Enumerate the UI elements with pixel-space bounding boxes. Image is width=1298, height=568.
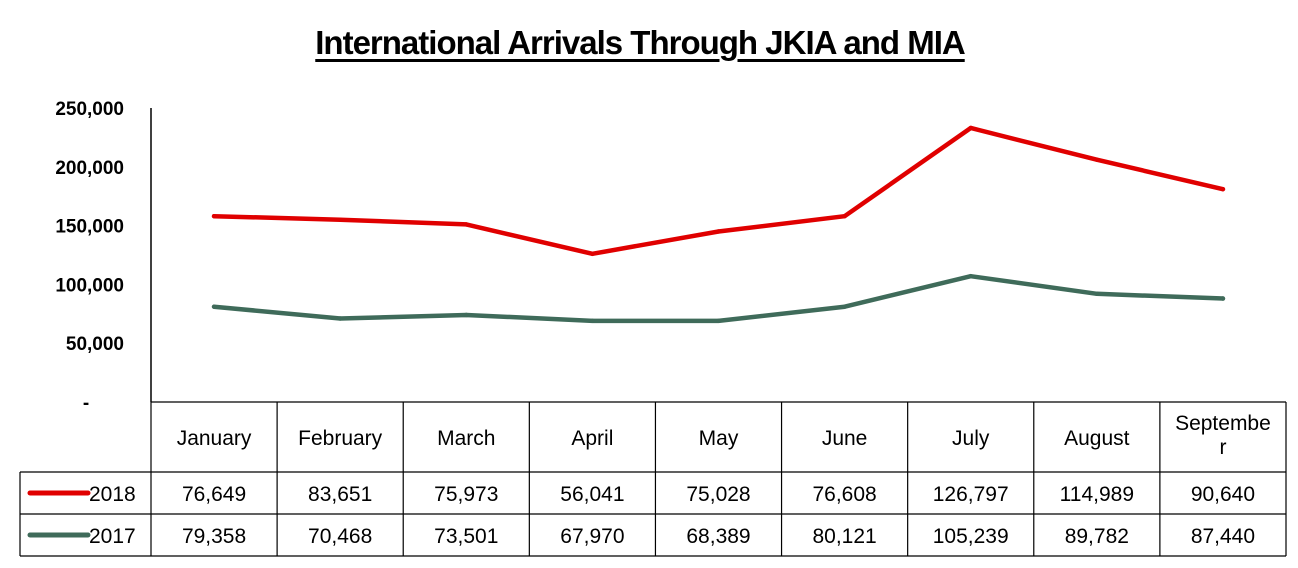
data-point xyxy=(716,318,721,324)
data-table-value: 76,608 xyxy=(812,483,876,506)
data-point xyxy=(464,222,469,227)
data-point xyxy=(716,229,721,234)
data-table-value: 87,440 xyxy=(1191,525,1255,548)
series-line-2018 xyxy=(211,125,1226,257)
data-point xyxy=(968,273,973,279)
data-table-value: 75,973 xyxy=(434,483,498,506)
y-tick-label: 50,000 xyxy=(66,334,124,355)
data-point xyxy=(1220,296,1226,301)
legend-label: 2017 xyxy=(89,525,136,548)
x-category-label: April xyxy=(571,427,613,450)
legend-label: 2018 xyxy=(89,483,136,506)
data-point xyxy=(211,304,217,309)
data-table-value: 89,782 xyxy=(1065,525,1129,548)
data-point xyxy=(590,251,595,257)
data-point xyxy=(464,312,469,318)
x-category-label: May xyxy=(699,427,739,450)
y-tick-label: 250,000 xyxy=(55,99,124,120)
data-table-value: 70,468 xyxy=(308,525,372,548)
x-category-label: June xyxy=(822,427,868,450)
data-point xyxy=(1220,186,1226,192)
x-category-label: July xyxy=(952,427,990,450)
data-point xyxy=(590,318,595,324)
data-table-value: 80,121 xyxy=(812,525,876,548)
x-category-label: Septembe r xyxy=(1175,412,1271,459)
data-table-value: 90,640 xyxy=(1191,483,1255,506)
data-table-value: 76,649 xyxy=(182,483,246,506)
series-line-2017 xyxy=(211,273,1226,324)
data-table-value: 73,501 xyxy=(434,525,498,548)
x-category-label: January xyxy=(177,427,252,450)
data-table-value: 105,239 xyxy=(933,525,1009,548)
x-category-label: August xyxy=(1064,427,1130,450)
data-table-value: 126,797 xyxy=(933,483,1009,506)
data-table-value: 68,389 xyxy=(686,525,750,548)
data-table-value: 56,041 xyxy=(560,483,624,506)
data-table-value: 75,028 xyxy=(686,483,750,506)
y-tick-label: - xyxy=(83,393,89,414)
data-point xyxy=(211,213,217,219)
data-point xyxy=(1094,291,1100,297)
data-point xyxy=(337,217,343,222)
data-table-value: 67,970 xyxy=(560,525,624,548)
y-tick-label: 200,000 xyxy=(55,158,124,179)
y-tick-label: 150,000 xyxy=(55,217,124,238)
y-tick-label: 100,000 xyxy=(55,275,124,296)
chart-title: International Arrivals Through JKIA and … xyxy=(315,24,965,61)
data-point xyxy=(337,316,343,321)
x-category-label: March xyxy=(437,427,495,450)
data-table-value: 114,989 xyxy=(1060,483,1134,506)
x-category-label: February xyxy=(298,427,383,450)
data-point xyxy=(842,213,847,219)
data-point xyxy=(968,125,973,131)
data-table-value: 83,651 xyxy=(308,483,372,506)
data-point xyxy=(842,304,847,309)
data-point xyxy=(1094,157,1100,162)
data-table-value: 79,358 xyxy=(182,525,246,548)
